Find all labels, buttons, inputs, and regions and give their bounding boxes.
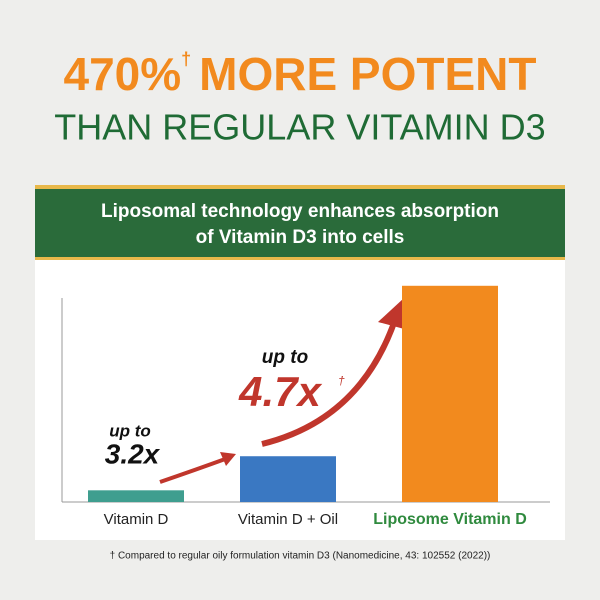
arrow-head xyxy=(220,452,236,466)
footnote: † Compared to regular oily formulation v… xyxy=(110,551,491,562)
x-tick-label: Vitamin D + Oil xyxy=(238,511,338,528)
bar xyxy=(402,285,498,502)
banner-line xyxy=(35,257,565,260)
banner-line-2: of Vitamin D3 into cells xyxy=(196,227,405,248)
headline-number: 470% xyxy=(63,48,181,100)
arrow xyxy=(159,456,229,484)
banner-line-1: Liposomal technology enhances absorption xyxy=(101,201,499,222)
headline-dagger: † xyxy=(181,49,191,69)
subheadline: THAN REGULAR VITAMIN D3 xyxy=(54,107,545,148)
annotation-value: 3.2x xyxy=(105,438,161,469)
card-top-line xyxy=(35,185,565,189)
bar xyxy=(240,456,336,502)
bar xyxy=(88,490,184,502)
annotation-prefix: up to xyxy=(109,421,151,440)
x-tick-label: Liposome Vitamin D xyxy=(373,511,527,528)
annotation-prefix: up to xyxy=(262,347,308,368)
arrow-head xyxy=(378,298,408,330)
arrow xyxy=(261,319,398,447)
annotation-dagger: † xyxy=(338,374,345,388)
headline-rest: MORE POTENT xyxy=(199,48,536,100)
x-tick-label: Vitamin D xyxy=(104,511,169,528)
headline: 470%† MORE POTENT xyxy=(63,48,536,100)
banner xyxy=(35,189,565,257)
annotation-value: 4.7x xyxy=(238,368,322,415)
